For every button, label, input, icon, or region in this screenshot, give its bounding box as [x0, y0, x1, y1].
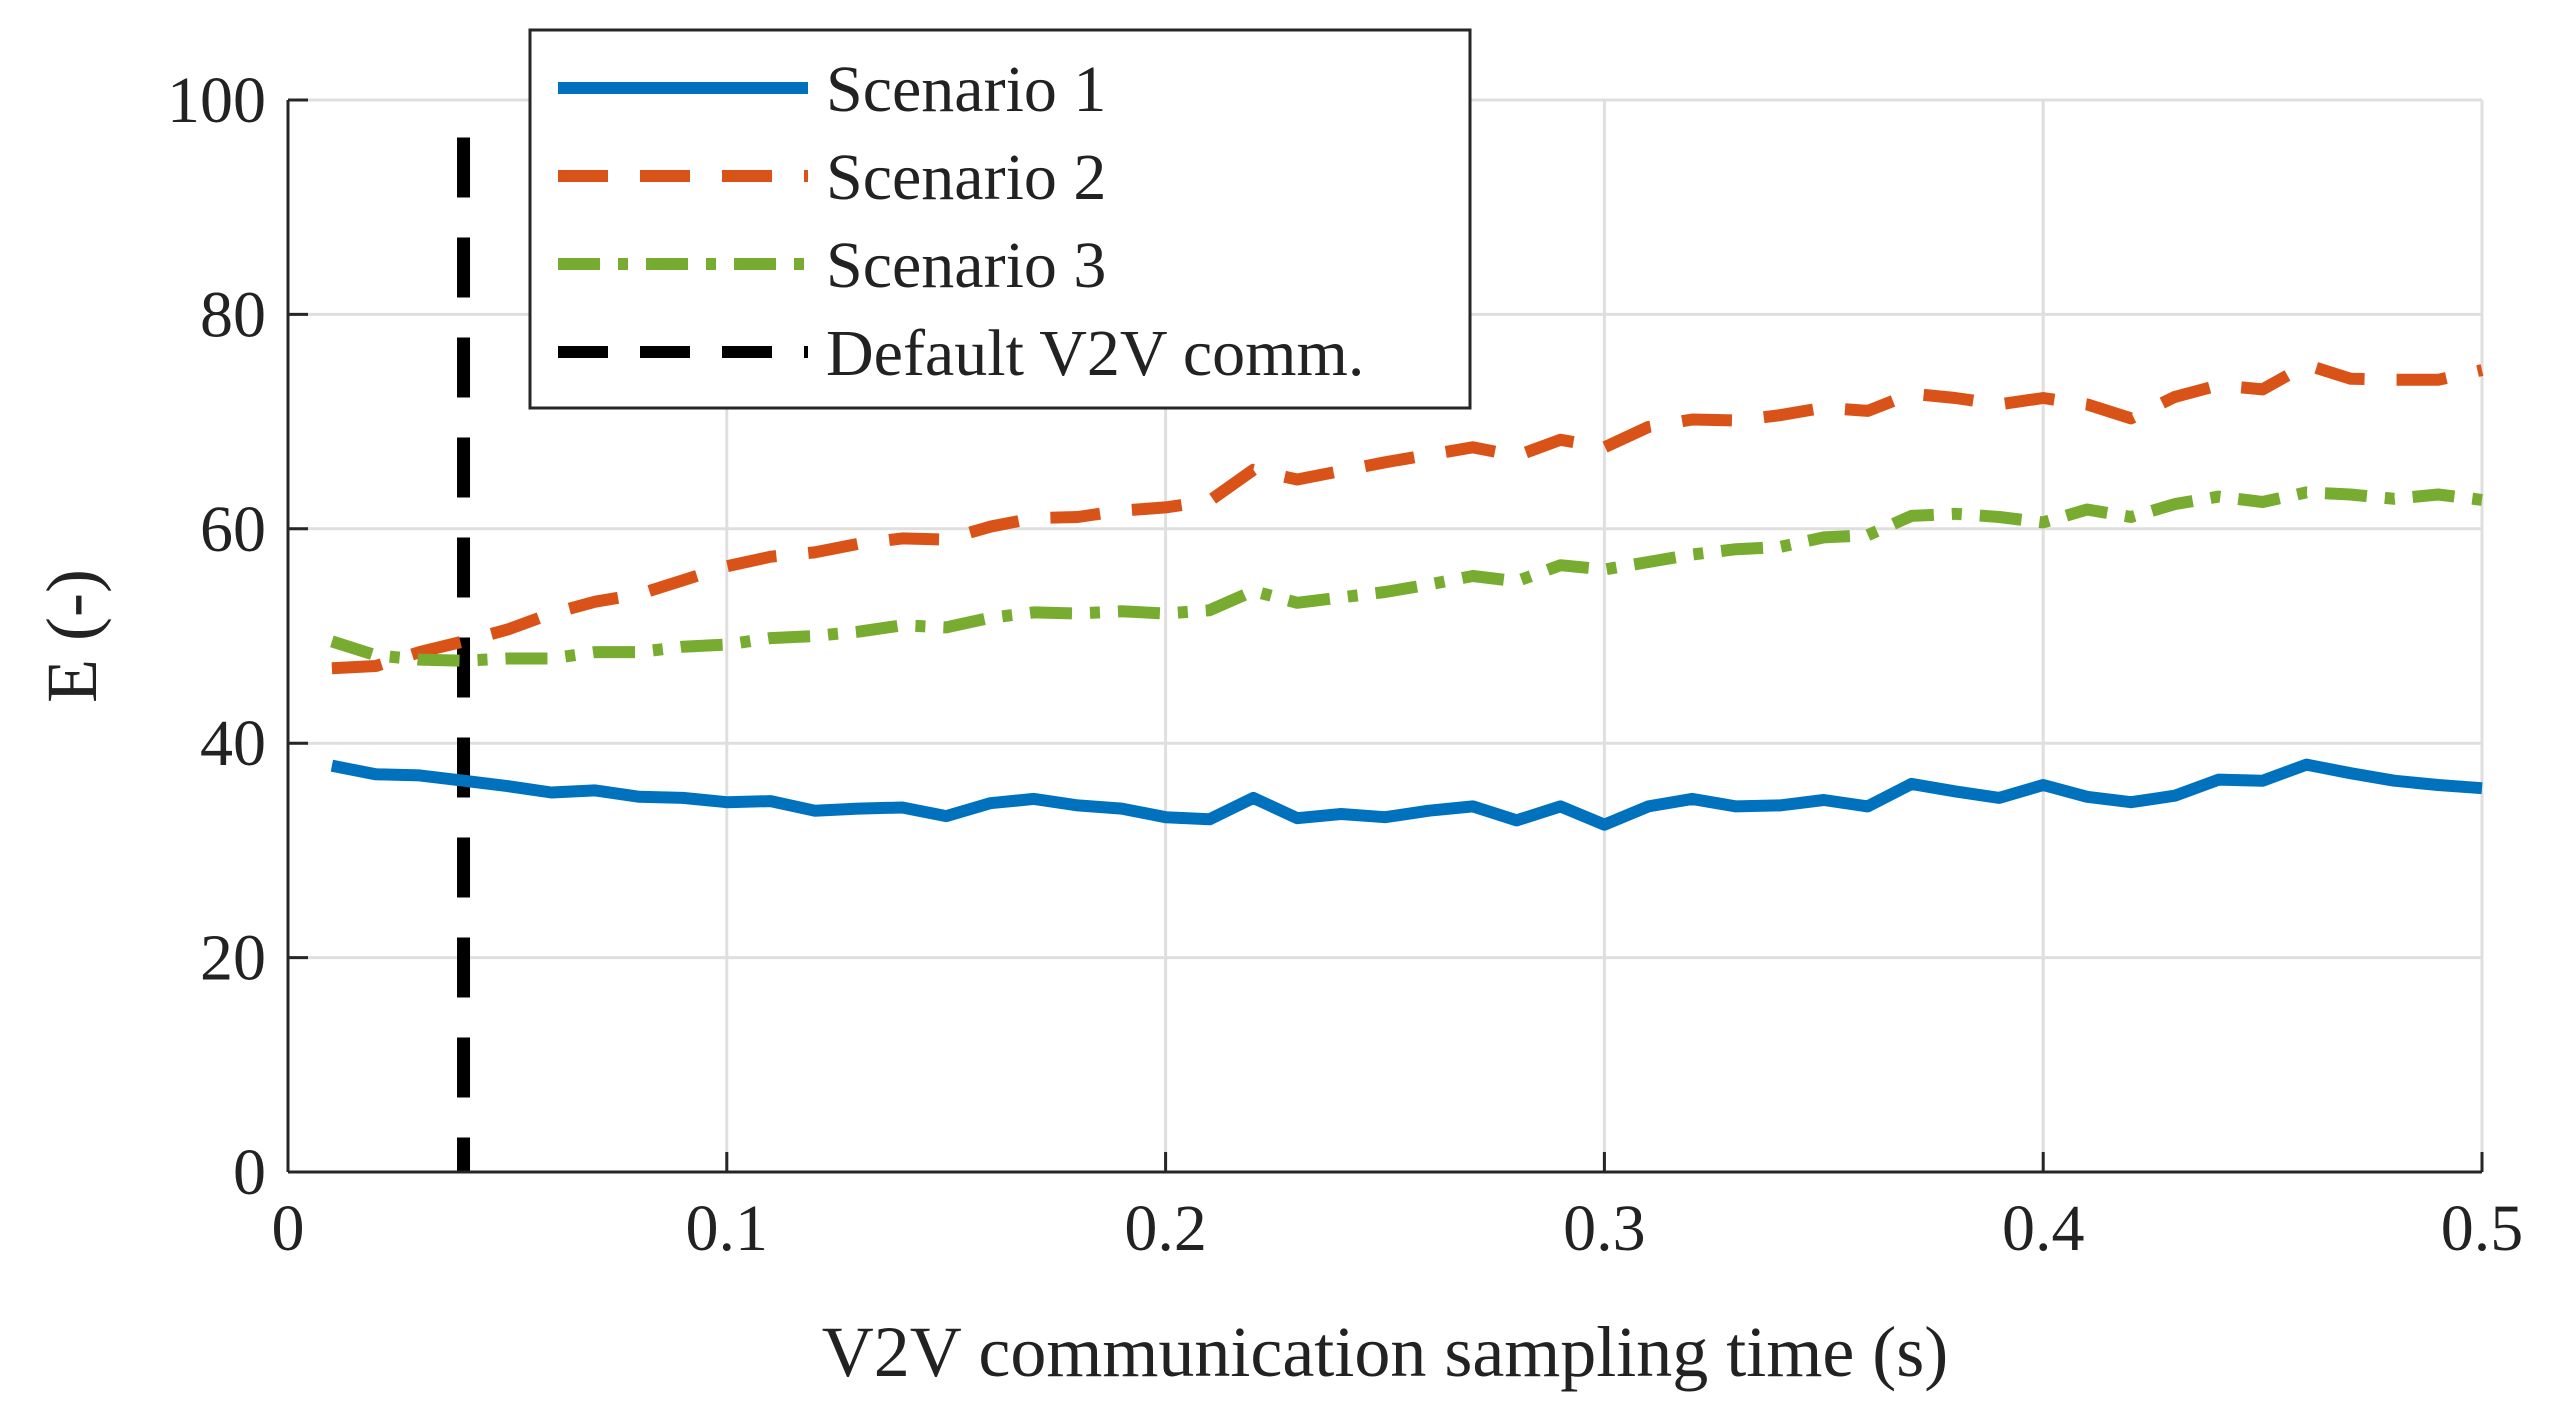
series-line-scenario-3 [330, 486, 2483, 667]
y-tick-label: 80 [200, 278, 266, 351]
y-tick-label: 40 [200, 707, 266, 780]
x-axis-label: V2V communication sampling time (s) [822, 1312, 1949, 1392]
y-axis-label: E (-) [32, 569, 112, 703]
x-tick-label: 0.5 [2441, 1192, 2524, 1265]
x-tick-label: 0 [272, 1192, 305, 1265]
y-tick-label: 20 [200, 922, 266, 995]
y-tick-label: 60 [200, 493, 266, 566]
series-layer [330, 358, 2484, 831]
x-tick-label: 0.4 [2002, 1192, 2085, 1265]
y-tick-label: 100 [167, 64, 266, 137]
x-tick-label: 0.1 [686, 1192, 769, 1265]
y-tick-label: 0 [233, 1136, 266, 1209]
legend-entry-default-comm-label: Default V2V comm. [826, 317, 1364, 390]
axes: 0 0.1 0.2 0.3 0.4 0.5 0 20 40 60 80 100 V2V communic… [32, 64, 2523, 1392]
series-line-scenario-1 [330, 758, 2483, 831]
legend-entry-scenario-1-label: Scenario 1 [826, 53, 1106, 126]
legend: Scenario 1 Scenario 2 Scenario 3 Default V2… [528, 28, 1472, 410]
legend-entry-scenario-2-label: Scenario 2 [826, 141, 1106, 214]
x-tick-label: 0.3 [1563, 1192, 1646, 1265]
series-line-scenario-2 [331, 358, 2484, 675]
legend-entry-scenario-3-label: Scenario 3 [826, 229, 1106, 302]
x-tick-label: 0.2 [1124, 1192, 1207, 1265]
